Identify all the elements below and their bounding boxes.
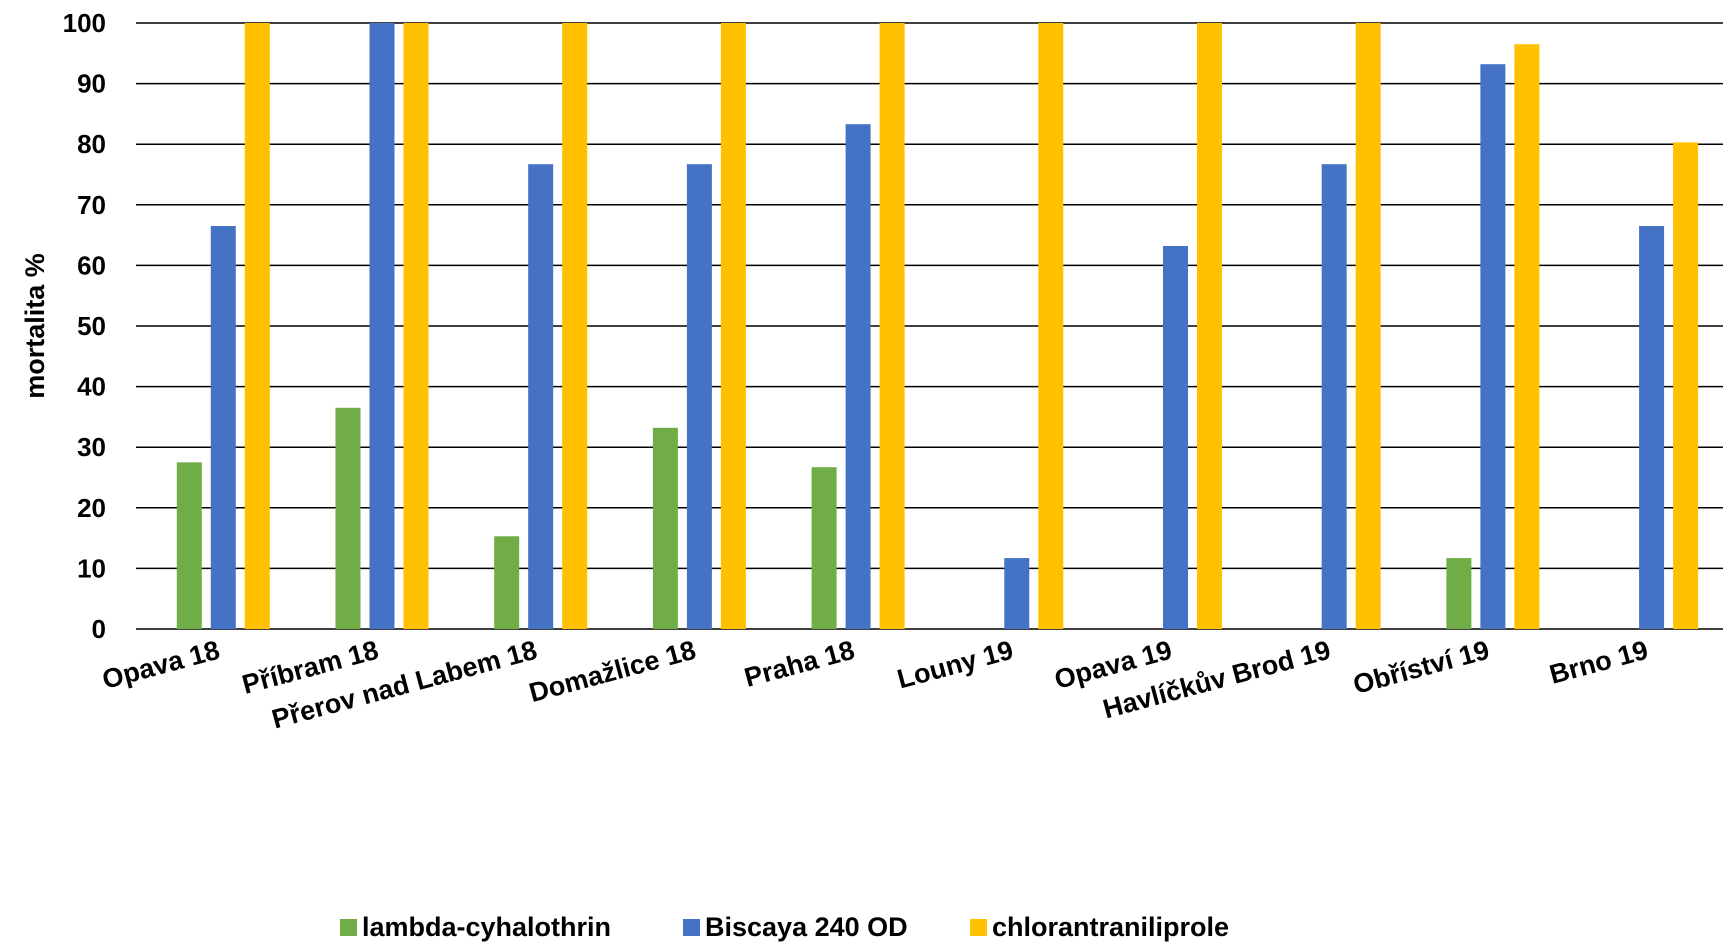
- y-tick-label: 20: [77, 493, 106, 523]
- bars: [176, 23, 1699, 630]
- y-axis-title: mortalita %: [20, 253, 50, 399]
- y-tick-label: 10: [77, 553, 106, 583]
- bar-biscaya-240-od: [1480, 64, 1506, 629]
- bar-biscaya-240-od: [845, 124, 871, 630]
- bar-biscaya-240-od: [1004, 558, 1030, 629]
- y-tick-label: 90: [77, 69, 106, 99]
- legend-label: lambda-cyhalothrin: [362, 912, 611, 942]
- x-tick-label: Opava 18: [99, 635, 223, 695]
- bar-biscaya-240-od: [1639, 226, 1665, 629]
- y-axis-ticks: 0 10 20 30 40 50 60 70 80 90 100: [63, 8, 106, 644]
- x-tick-label: Brno 19: [1546, 635, 1651, 690]
- bar-chlorantraniliprole: [562, 23, 588, 629]
- y-tick-label: 30: [77, 432, 106, 462]
- y-tick-label: 0: [92, 614, 106, 644]
- y-tick-label: 80: [77, 129, 106, 159]
- bar-lambda-cyhalothrin: [176, 462, 202, 629]
- bar-chlorantraniliprole: [1196, 23, 1222, 629]
- y-tick-label: 100: [63, 8, 106, 38]
- y-tick-label: 60: [77, 250, 106, 280]
- bar-chlorantraniliprole: [1673, 142, 1699, 629]
- x-tick-label: Louny 19: [894, 635, 1016, 695]
- x-tick-label: Domažlice 18: [526, 635, 699, 708]
- bar-chlorantraniliprole: [1514, 44, 1540, 629]
- bar-chlorantraniliprole: [403, 23, 429, 629]
- bar-lambda-cyhalothrin: [652, 427, 678, 629]
- bar-chlorantraniliprole: [879, 23, 905, 629]
- bar-chlorantraniliprole: [244, 23, 270, 629]
- bar-biscaya-240-od: [1321, 164, 1347, 629]
- bar-chlorantraniliprole: [1038, 23, 1064, 629]
- bar-biscaya-240-od: [369, 23, 395, 629]
- bar-lambda-cyhalothrin: [811, 467, 837, 629]
- x-tick-label: Obříství 19: [1350, 635, 1493, 700]
- gridlines: [136, 22, 1723, 630]
- bar-lambda-cyhalothrin: [1446, 558, 1472, 629]
- legend-label: chlorantraniliprole: [992, 912, 1229, 942]
- x-tick-label: Přerov nad Labem 18: [269, 635, 541, 735]
- legend-swatch: [340, 919, 357, 936]
- bar-chlorantraniliprole: [720, 23, 746, 629]
- y-tick-label: 70: [77, 190, 106, 220]
- bar-lambda-cyhalothrin: [494, 536, 520, 629]
- bar-biscaya-240-od: [686, 164, 712, 629]
- legend-swatch: [683, 919, 700, 936]
- bar-lambda-cyhalothrin: [335, 407, 361, 629]
- bar-chlorantraniliprole: [1355, 23, 1381, 629]
- legend-swatch: [970, 919, 987, 936]
- bar-biscaya-240-od: [210, 226, 236, 629]
- bar-biscaya-240-od: [528, 164, 554, 629]
- y-tick-label: 50: [77, 311, 106, 341]
- bar-biscaya-240-od: [1162, 246, 1188, 629]
- x-tick-label: Praha 18: [741, 635, 858, 693]
- y-tick-label: 40: [77, 372, 106, 402]
- legend-label: Biscaya 240 OD: [705, 912, 908, 942]
- legend: lambda-cyhalothrin Biscaya 240 OD chlorant…: [340, 912, 1229, 942]
